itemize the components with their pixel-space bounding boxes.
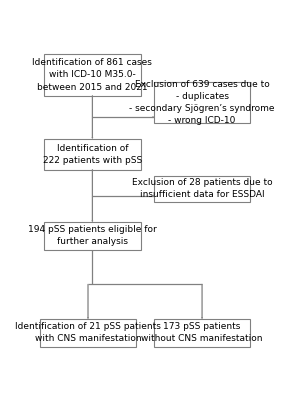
- Text: 194 pSS patients eligible for
further analysis: 194 pSS patients eligible for further an…: [28, 225, 157, 246]
- FancyBboxPatch shape: [40, 319, 136, 347]
- Text: Identification of 861 cases
with ICD-10 M35.0-
between 2015 and 2021: Identification of 861 cases with ICD-10 …: [33, 58, 152, 92]
- FancyBboxPatch shape: [154, 82, 250, 124]
- Text: Identification of
222 patients with pSS: Identification of 222 patients with pSS: [43, 144, 142, 165]
- Text: Identification of 21 pSS patients
with CNS manifestation: Identification of 21 pSS patients with C…: [15, 322, 161, 344]
- FancyBboxPatch shape: [44, 54, 141, 96]
- FancyBboxPatch shape: [44, 222, 141, 250]
- FancyBboxPatch shape: [44, 139, 141, 170]
- Text: Exclusion of 639 cases due to
- duplicates
- secondary Sjögren’s syndrome
- wron: Exclusion of 639 cases due to - duplicat…: [129, 80, 275, 125]
- Text: Exclusion of 28 patients due to
insufficient data for ESSDAI: Exclusion of 28 patients due to insuffic…: [132, 178, 272, 200]
- FancyBboxPatch shape: [154, 176, 250, 202]
- Text: 173 pSS patients
without CNS manifestation: 173 pSS patients without CNS manifestati…: [141, 322, 263, 344]
- FancyBboxPatch shape: [154, 319, 250, 347]
